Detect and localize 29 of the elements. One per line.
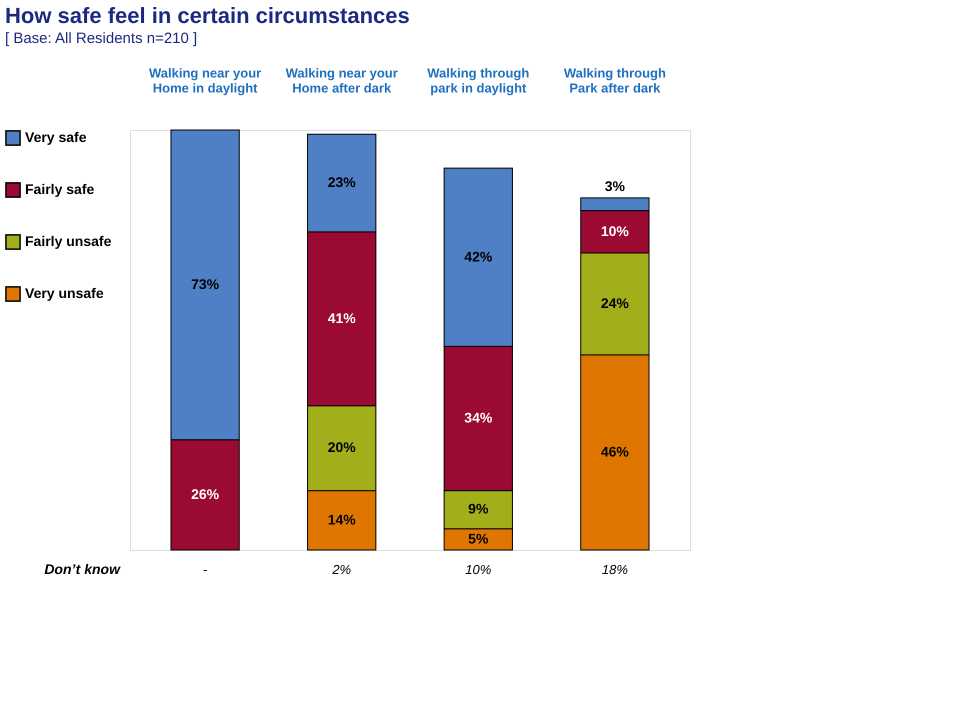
text: 10% <box>465 562 492 577</box>
x-tick-label: Walking through park in daylight <box>427 66 530 96</box>
text: 2% <box>331 562 352 577</box>
data-label: 26% <box>191 486 220 502</box>
legend-label: Very safe <box>25 129 87 145</box>
data-label: 46% <box>600 443 630 460</box>
text: - <box>202 562 208 577</box>
data-label: 20% <box>328 439 356 456</box>
data-label: 5% <box>468 530 489 546</box>
x-tick-label: Walking near your Home after dark <box>286 66 398 96</box>
data-label: 10% <box>600 222 630 239</box>
chart-subtitle: [ Base: All Residents n=210 ] <box>5 30 198 47</box>
text: Don’t know <box>44 561 122 577</box>
x-tick-label: Walking through Park after dark <box>564 66 666 96</box>
x-tick-label: Walking near your Home in daylight <box>149 66 262 96</box>
data-label: 34% <box>464 409 493 426</box>
data-label: 9% <box>468 500 489 517</box>
text: 18% <box>602 562 628 577</box>
chart-title: How safe feel in certain circumstances <box>5 3 410 28</box>
data-label: 24% <box>600 294 630 311</box>
data-label: 3% <box>604 178 626 194</box>
data-label: 41% <box>328 310 356 326</box>
legend-label: Fairly safe <box>25 181 94 197</box>
data-label: 42% <box>464 248 493 264</box>
data-label: 73% <box>191 276 220 292</box>
data-label: 23% <box>328 174 356 190</box>
legend-label: Very unsafe <box>25 285 104 301</box>
data-label: 14% <box>328 511 356 528</box>
legend-label: Fairly unsafe <box>25 233 112 249</box>
